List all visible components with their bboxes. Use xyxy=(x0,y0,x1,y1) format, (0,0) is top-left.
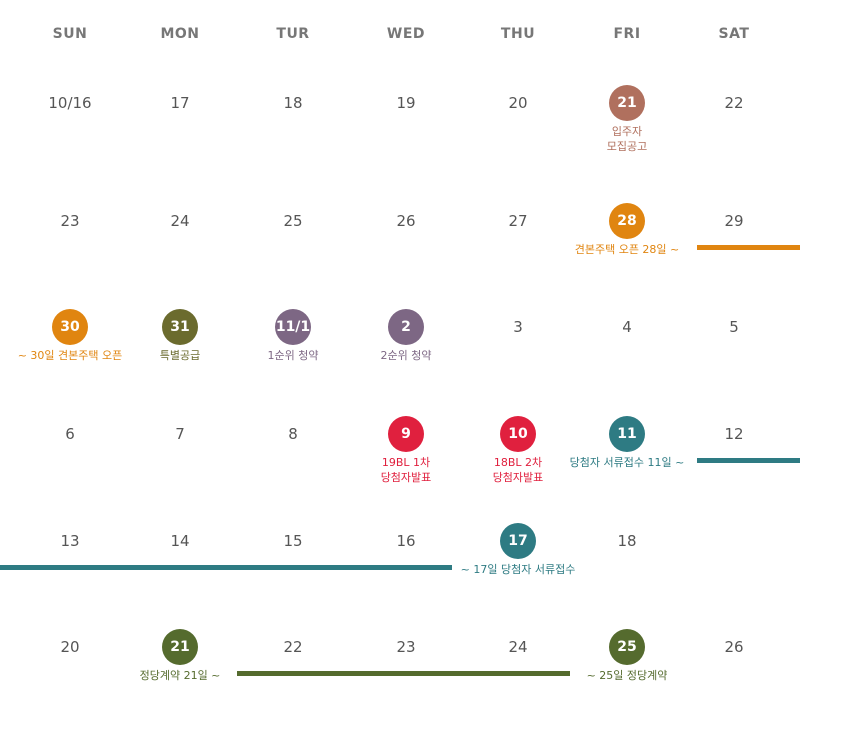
day-number[interactable]: 16 xyxy=(396,532,416,550)
day-number[interactable]: 10/16 xyxy=(48,94,92,112)
weekday-header: THU xyxy=(500,26,536,42)
event-note: 2순위 청약 xyxy=(326,348,486,363)
day-number[interactable]: 20 xyxy=(60,638,80,656)
period-bar xyxy=(0,565,452,570)
day-number[interactable]: 23 xyxy=(396,638,416,656)
event-note-line: 당첨자 서류접수 11일 ~ xyxy=(569,456,685,469)
day-circle[interactable]: 31 xyxy=(162,309,198,345)
day-circle[interactable]: 28 xyxy=(609,203,645,239)
event-note-line: 당첨자발표 xyxy=(492,471,544,484)
day-number[interactable]: 18 xyxy=(283,94,303,112)
day-circle[interactable]: 11 xyxy=(609,416,645,452)
day-circle[interactable]: 21 xyxy=(162,629,198,665)
day-number[interactable]: 13 xyxy=(60,532,80,550)
day-number[interactable]: 26 xyxy=(396,212,416,230)
event-note-line: 2순위 청약 xyxy=(380,349,432,362)
event-note-line: 모집공고 xyxy=(606,140,648,153)
day-number[interactable]: 15 xyxy=(283,532,303,550)
day-number[interactable]: 29 xyxy=(724,212,744,230)
day-number[interactable]: 27 xyxy=(508,212,528,230)
day-number[interactable]: 22 xyxy=(724,94,744,112)
event-note: 1순위 청약 xyxy=(213,348,373,363)
period-bar xyxy=(697,245,800,250)
weekday-header: SAT xyxy=(718,26,750,42)
day-number[interactable]: 4 xyxy=(622,318,632,336)
event-note: 견본주택 오픈 28일 ~ xyxy=(547,242,707,257)
weekday-header: MON xyxy=(160,26,200,42)
day-number[interactable]: 8 xyxy=(288,425,298,443)
day-number[interactable]: 3 xyxy=(513,318,523,336)
day-number[interactable]: 23 xyxy=(60,212,80,230)
weekday-header: TUR xyxy=(276,26,310,42)
day-number[interactable]: 22 xyxy=(283,638,303,656)
weekday-header: SUN xyxy=(52,26,88,42)
event-note: 특별공급 xyxy=(100,348,260,363)
day-number[interactable]: 12 xyxy=(724,425,744,443)
day-circle[interactable]: 9 xyxy=(388,416,424,452)
day-number[interactable]: 26 xyxy=(724,638,744,656)
day-number[interactable]: 14 xyxy=(170,532,190,550)
day-number[interactable]: 7 xyxy=(175,425,185,443)
event-note: 정당계약 21일 ~ xyxy=(100,668,260,683)
event-note: ~ 17일 당첨자 서류접수 xyxy=(438,562,598,577)
day-number[interactable]: 6 xyxy=(65,425,75,443)
day-circle[interactable]: 2 xyxy=(388,309,424,345)
event-note-line: 입주자 xyxy=(611,125,643,138)
day-number[interactable]: 20 xyxy=(508,94,528,112)
day-circle[interactable]: 21 xyxy=(609,85,645,121)
day-number[interactable]: 24 xyxy=(170,212,190,230)
day-number[interactable]: 25 xyxy=(283,212,303,230)
event-note-line: ~ 17일 당첨자 서류접수 xyxy=(460,563,576,576)
day-circle[interactable]: 10 xyxy=(500,416,536,452)
day-number[interactable]: 17 xyxy=(170,94,190,112)
event-note-line: ~ 25일 정당계약 xyxy=(586,669,668,682)
day-number[interactable]: 19 xyxy=(396,94,416,112)
period-bar xyxy=(697,458,800,463)
day-circle[interactable]: 30 xyxy=(52,309,88,345)
day-number[interactable]: 5 xyxy=(729,318,739,336)
event-note: ~ 25일 정당계약 xyxy=(547,668,707,683)
event-note-line: 견본주택 오픈 28일 ~ xyxy=(574,243,680,256)
event-note: ~ 30일 견본주택 오픈 xyxy=(0,348,150,363)
event-note-line: 당첨자발표 xyxy=(380,471,432,484)
period-bar xyxy=(237,671,570,676)
day-number[interactable]: 18 xyxy=(617,532,637,550)
day-number[interactable]: 24 xyxy=(508,638,528,656)
day-circle[interactable]: 25 xyxy=(609,629,645,665)
weekday-header: FRI xyxy=(613,26,641,42)
event-note-line: 특별공급 xyxy=(159,349,201,362)
event-note-line: 19BL 1차 xyxy=(381,456,431,469)
event-note-line: 18BL 2차 xyxy=(493,456,543,469)
weekday-header: WED xyxy=(386,26,426,42)
event-note-line: 정당계약 21일 ~ xyxy=(139,669,221,682)
event-note-line: ~ 30일 견본주택 오픈 xyxy=(17,349,123,362)
event-note-line: 1순위 청약 xyxy=(267,349,319,362)
day-circle[interactable]: 11/1 xyxy=(275,309,311,345)
event-note: 당첨자 서류접수 11일 ~ xyxy=(547,455,707,470)
day-circle[interactable]: 17 xyxy=(500,523,536,559)
